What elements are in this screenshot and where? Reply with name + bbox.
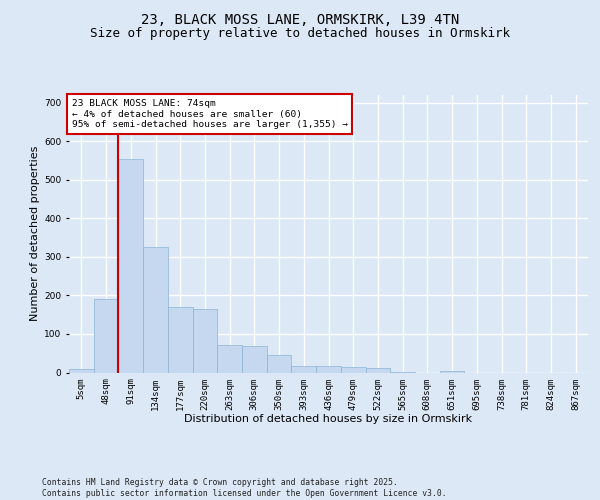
Bar	[440, 370, 464, 372]
Bar	[292, 366, 316, 372]
Text: 23 BLACK MOSS LANE: 74sqm
← 4% of detached houses are smaller (60)
95% of semi-d: 23 BLACK MOSS LANE: 74sqm ← 4% of detach…	[71, 99, 347, 129]
Text: Size of property relative to detached houses in Ormskirk: Size of property relative to detached ho…	[90, 28, 510, 40]
X-axis label: Distribution of detached houses by size in Ormskirk: Distribution of detached houses by size …	[184, 414, 473, 424]
Y-axis label: Number of detached properties: Number of detached properties	[30, 146, 40, 322]
Bar	[217, 345, 242, 372]
Bar	[316, 366, 341, 372]
Bar	[143, 247, 168, 372]
Bar	[341, 366, 365, 372]
Bar	[193, 309, 217, 372]
Bar	[267, 355, 292, 372]
Text: 23, BLACK MOSS LANE, ORMSKIRK, L39 4TN: 23, BLACK MOSS LANE, ORMSKIRK, L39 4TN	[141, 12, 459, 26]
Bar	[118, 158, 143, 372]
Bar	[69, 368, 94, 372]
Text: Contains HM Land Registry data © Crown copyright and database right 2025.
Contai: Contains HM Land Registry data © Crown c…	[42, 478, 446, 498]
Bar	[242, 346, 267, 372]
Bar	[94, 300, 118, 372]
Bar	[365, 368, 390, 372]
Bar	[168, 307, 193, 372]
